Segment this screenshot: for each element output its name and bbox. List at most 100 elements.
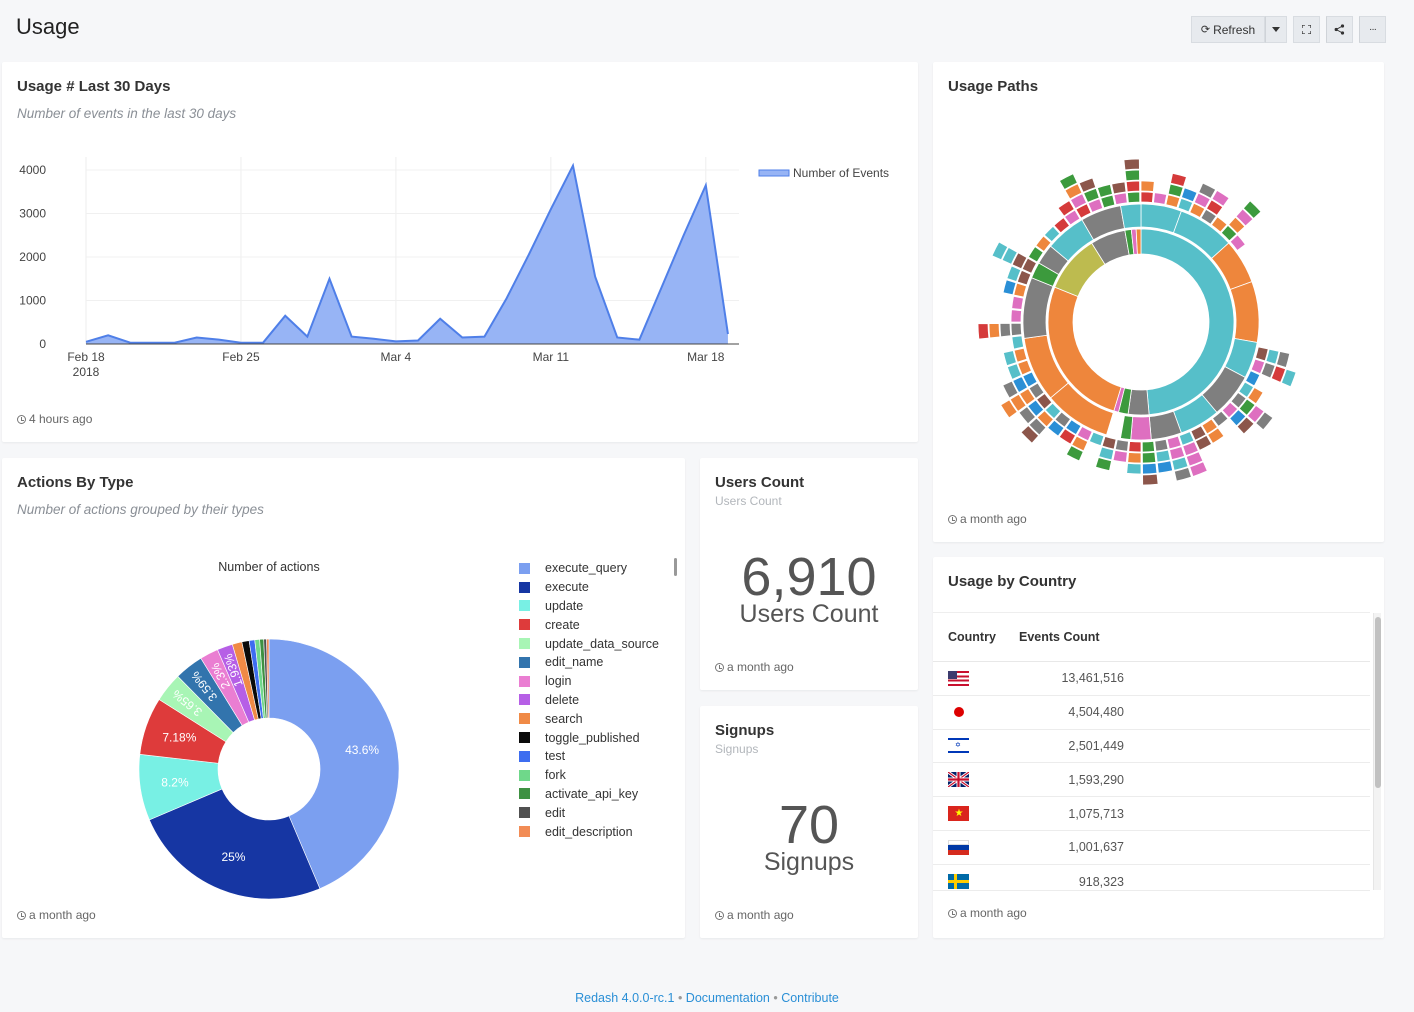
sunburst-segment [1009,393,1027,412]
sunburst-segment [1235,208,1254,227]
sunburst-segment [1022,371,1038,388]
legend-label: edit_name [545,655,604,670]
sunburst-segment [1190,425,1207,441]
sunburst-segment [1167,183,1184,198]
x-tick-label: Feb 18 [67,350,105,364]
widget-footer: 4 hours ago [17,412,92,426]
legend-item[interactable]: test [519,747,659,766]
sunburst-segment [1058,173,1078,191]
sunburst-segment [1002,279,1017,296]
legend-item[interactable]: delete [519,691,659,710]
gb-flag-icon [948,772,969,788]
x-tick-label: Mar 4 [381,350,412,364]
sunburst-segment [1098,446,1115,461]
dashboard-toolbar: ⟳ Refresh ··· [1191,16,1386,43]
widget-usage-paths: Usage Paths a month ago [933,62,1384,542]
sunburst-segment [1246,404,1265,424]
legend-item[interactable]: edit_description [519,822,659,841]
column-header-country[interactable]: Country [948,630,996,644]
refresh-dropdown-button[interactable] [1265,16,1287,43]
share-button[interactable] [1326,16,1353,43]
sunburst-segment [1124,169,1140,182]
sunburst-segment [1156,460,1174,474]
y-tick-label: 2000 [19,250,46,264]
legend-item[interactable]: update_data_source [519,634,659,653]
sunburst-segment [1064,183,1083,200]
sunburst-segment [1154,438,1169,452]
table-row: 13,461,516 [933,662,1370,696]
sunburst-segment [1125,180,1141,193]
contribute-link[interactable]: Contribute [781,991,839,1005]
legend-swatch [519,826,530,838]
column-header-events[interactable]: Events Count [1019,630,1100,644]
sunburst-segment [1053,217,1071,234]
widget-title: Actions By Type [17,474,134,491]
legend-label: execute_query [545,561,628,576]
table-row: 1,593,290 [933,763,1370,798]
sunburst-segment [1076,426,1093,442]
sunburst-segment [1141,440,1156,453]
legend-swatch [519,694,530,706]
fullscreen-button[interactable] [1293,16,1320,43]
refresh-label: Refresh [1213,22,1256,37]
pie-data-label: 25% [221,850,245,864]
sunburst-segment [1016,269,1032,286]
events-count-cell: 1,001,637 [1068,840,1124,855]
legend-item[interactable]: search [519,709,659,728]
legend-item[interactable]: login [519,672,659,691]
legend-label: search [545,711,583,726]
sunburst-segment [1013,282,1027,298]
sunburst-segment [1207,427,1225,444]
legend-swatch [519,713,530,725]
table-bottom-line [933,890,1370,891]
widget-footer: a month ago [948,906,1027,920]
y-tick-label: 4000 [19,163,46,177]
legend-label: login [545,674,572,689]
sunburst-segment [1201,418,1218,435]
legend-item[interactable]: fork [519,766,659,785]
legend-label: edit [545,805,566,820]
legend-label: update [545,598,584,613]
legend-item[interactable]: create [519,615,659,634]
sunburst-segment [1043,225,1061,243]
documentation-link[interactable]: Documentation [685,991,770,1005]
clock-icon [17,414,26,424]
events-count-cell: 4,504,480 [1068,705,1124,720]
legend-item[interactable]: execute [519,578,659,597]
sunburst-segment [1028,417,1047,436]
table-scrollbar-thumb[interactable] [1375,617,1381,788]
legend-item[interactable]: update [519,597,659,616]
legend-swatch [758,169,790,177]
legend-item[interactable]: toggle_published [519,728,659,747]
sunburst-segment [1169,446,1186,461]
sunburst-segment [1280,368,1297,388]
more-options-button[interactable]: ··· [1359,16,1386,43]
us-flag-icon [948,670,969,686]
legend-item[interactable]: execute_query [519,559,659,578]
sunburst-segment [1130,416,1152,441]
page-footer: Redash 4.0.0-rc.1 • Documentation • Cont… [0,991,1414,1005]
sunburst-segment [1155,449,1171,463]
legend-label: update_data_source [545,636,659,651]
version-link[interactable]: Redash 4.0.0-rc.1 [575,991,675,1005]
sunburst-segment [1058,428,1077,445]
legend-item[interactable]: edit_name [519,653,659,672]
legend-item[interactable]: edit [519,803,659,822]
legend-item[interactable]: activate_api_key [519,785,659,804]
sunburst-segment [1057,200,1075,217]
sunburst-segment [1011,252,1028,270]
pie-chart[interactable]: Number of actions43.6%25%8.2%7.18%3.65%3… [2,538,502,938]
sunburst-segment [1126,191,1141,204]
sunburst-segment [1000,399,1018,419]
legend-label: execute [545,580,589,595]
pie-data-label: 7.18% [162,730,196,744]
sunburst-segment [1189,461,1208,477]
sunburst-segment [1140,191,1154,203]
refresh-button[interactable]: ⟳ Refresh [1191,16,1265,43]
table-scrollbar[interactable] [1373,613,1381,890]
sunburst-segment [1177,197,1194,213]
sunburst-chart[interactable] [933,62,1384,502]
pie-slice [148,788,321,900]
legend-scrollbar[interactable] [674,558,677,576]
